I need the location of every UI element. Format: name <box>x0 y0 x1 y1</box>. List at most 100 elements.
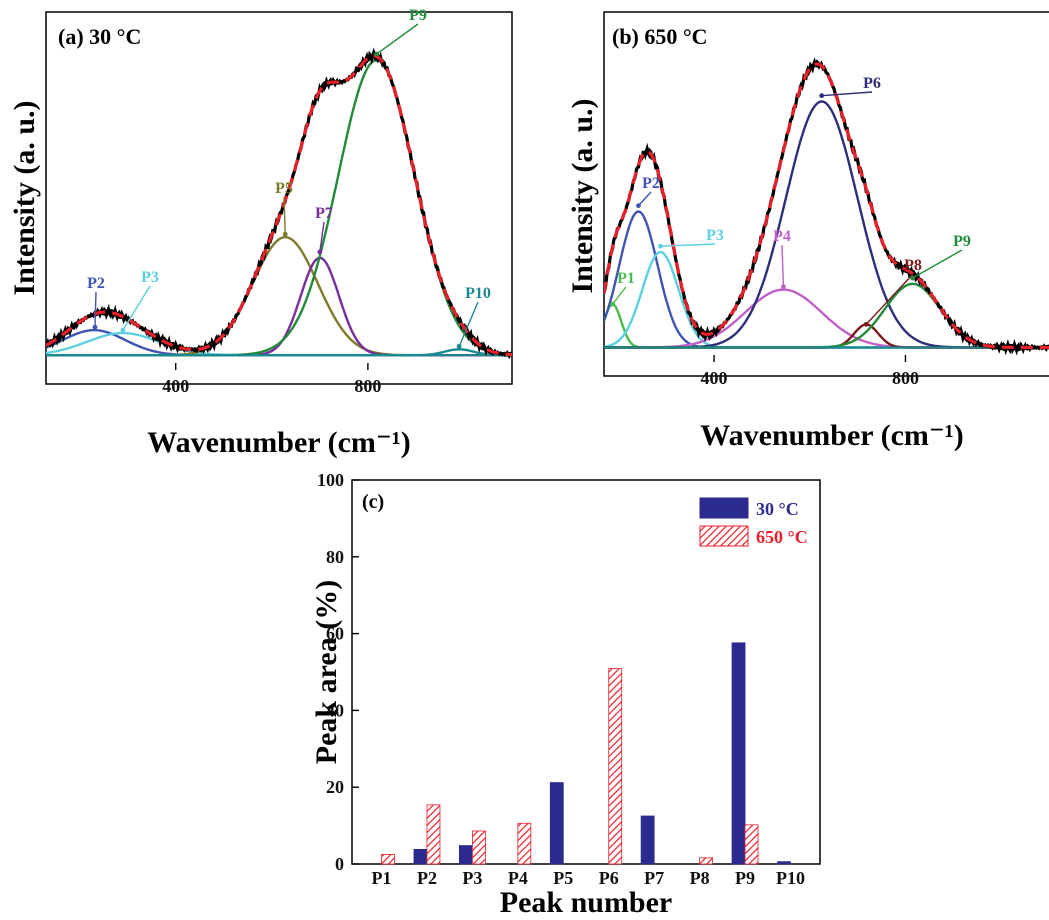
bar-p3-650c <box>472 830 486 865</box>
panel-b-arrowhead-p3 <box>658 243 663 249</box>
legend: 30 °C 650 °C <box>699 497 808 547</box>
panel-a-arrow-p9 <box>376 23 419 55</box>
panel-a-arrow-p3 <box>122 285 151 331</box>
xtick-label-p6: P6 <box>599 868 619 888</box>
panel-b-arrowhead-p2 <box>636 203 641 209</box>
panel-b-spectrum: P1 P2 P3 P4 P6 P8 P9 (b) 650 °C 400 800 Wavenum… <box>566 11 1049 452</box>
panel-a-arrow-p10 <box>458 301 479 347</box>
bar-p5-30c <box>549 782 564 865</box>
legend-label-650c: 650 °C <box>756 527 808 547</box>
panel-a-arrowhead-p9 <box>374 51 379 57</box>
panel-a-arrow-p7 <box>319 221 325 253</box>
xtick-label-p2: P2 <box>417 868 437 888</box>
xtick-label-p10: P10 <box>776 868 805 888</box>
panel-a-peak-p5-curve <box>46 236 511 357</box>
panel-b-arrow-p2 <box>637 191 652 207</box>
ytick-label: 80 <box>326 547 344 567</box>
panel-b-peak-p4-curve <box>604 288 1048 349</box>
xtick-label-p8: P8 <box>690 868 710 888</box>
ytick-label: 0 <box>335 854 344 874</box>
bar-p10-30c <box>777 861 791 865</box>
ytick-label: 100 <box>317 470 344 490</box>
ytick-label: 40 <box>326 700 344 720</box>
panel-a-xtick-label: 800 <box>354 376 381 396</box>
xtick-label-p9: P9 <box>735 868 755 888</box>
panel-c-ylabel: Peak area (%) <box>310 580 343 764</box>
panel-b-frame <box>603 11 1049 377</box>
panel-b-arrowhead-p6 <box>819 93 825 99</box>
xtick-label-p5: P5 <box>553 868 573 888</box>
panel-b-arrowhead-p9 <box>910 275 916 281</box>
panel-b-arrow-p6 <box>821 91 873 97</box>
panel-a-label-p9: P9 <box>409 7 427 24</box>
bar-p2-30c <box>413 849 428 865</box>
panel-b-xtick-label: 800 <box>892 368 919 388</box>
panel-a-spectrum: P2 P3 P5 P7 P9 P10 (a) 30 °C 400 800 Wavenumbe… <box>8 7 513 459</box>
panel-b-label-p1: P1 <box>617 270 635 287</box>
panel-b-label-p8: P8 <box>904 257 922 274</box>
panel-c-xlabel: Peak number <box>500 886 673 919</box>
ytick-label: 60 <box>326 624 344 644</box>
xtick-label-p3: P3 <box>462 868 482 888</box>
panel-a-measured-spectrum <box>46 47 512 360</box>
panel-b-xtick-label: 400 <box>701 368 728 388</box>
panel-a-label-p10: P10 <box>465 285 491 302</box>
xtick-label-p1: P1 <box>372 868 392 888</box>
panel-b-arrow-p3 <box>660 243 716 247</box>
panel-b-arrow-p4 <box>781 244 785 287</box>
bar-p2-650c <box>426 804 441 865</box>
panel-b-measured-spectrum <box>604 57 1049 356</box>
panel-a-title: (a) 30 °C <box>58 24 141 49</box>
panel-a-arrow-p5 <box>283 196 286 235</box>
bar-p9-30c <box>731 642 746 865</box>
bar-p8-650c <box>699 857 713 865</box>
xtick-label-p7: P7 <box>644 868 664 888</box>
panel-b-arrowhead-p1 <box>610 301 616 307</box>
panel-a-arrow-p2 <box>94 291 97 328</box>
panel-c-bar-chart: P1 P2 P3 P4 P5 P6 P7 P8 P9 P10 0 20 40 60 80 100 (c) 30… <box>310 470 821 919</box>
panel-b-fitted-spectrum <box>604 62 1049 350</box>
panel-b-xlabel: Wavenumber (cm⁻¹) <box>700 419 963 452</box>
panel-a-label-p5: P5 <box>275 180 293 197</box>
panel-a-arrowhead-p5 <box>282 231 288 237</box>
panel-b-arrowhead-p4 <box>781 284 786 290</box>
bar-p7-30c <box>640 815 655 865</box>
ytick-label: 20 <box>326 777 344 797</box>
legend-swatch-650c <box>699 525 749 547</box>
panel-a-arrowhead-p3 <box>120 327 126 333</box>
bar-p4-650c <box>517 822 532 865</box>
panel-b-arrow-p9 <box>912 249 963 279</box>
panel-b-label-p9: P9 <box>953 233 971 250</box>
panel-b-arrowhead-p8 <box>863 321 869 327</box>
panel-b-label-p6: P6 <box>863 75 881 92</box>
bar-p6-650c <box>608 668 623 865</box>
bar-p9-650c <box>744 824 759 865</box>
panel-a-xlabel: Wavenumber (cm⁻¹) <box>147 426 410 459</box>
xtick-label-p4: P4 <box>508 868 528 888</box>
panel-b-label-p2: P2 <box>642 175 660 192</box>
panel-a-arrowhead-p7 <box>317 249 323 255</box>
panel-a-label-p2: P2 <box>87 275 105 292</box>
panel-a-arrowhead-p10 <box>456 343 462 349</box>
legend-swatch-30c <box>699 497 749 519</box>
panel-b-label-p3: P3 <box>706 227 724 244</box>
panel-c-frame <box>351 479 821 865</box>
panel-b-label-p4: P4 <box>773 228 791 245</box>
panel-a-ylabel: Intensity (a. u.) <box>8 100 41 295</box>
panel-b-arrow-p8 <box>865 273 914 325</box>
panel-b-title: (b) 650 °C <box>612 24 708 49</box>
panel-a-frame <box>45 11 513 385</box>
panel-a-xtick-label: 400 <box>162 376 189 396</box>
panel-a-label-p3: P3 <box>141 269 159 286</box>
panel-a-fitted-spectrum <box>46 54 512 357</box>
bar-p3-30c <box>459 845 473 865</box>
panel-b-peak-p3-curve <box>604 250 1048 349</box>
panel-a-arrowhead-p2 <box>92 324 98 330</box>
legend-label-30c: 30 °C <box>756 499 799 519</box>
panel-b-ylabel: Intensity (a. u.) <box>566 98 599 293</box>
panel-a-label-p7: P7 <box>315 205 333 222</box>
panel-b-arrow-p1 <box>612 286 627 305</box>
bar-p1-650c <box>381 854 395 865</box>
panel-c-title: (c) <box>362 491 384 513</box>
